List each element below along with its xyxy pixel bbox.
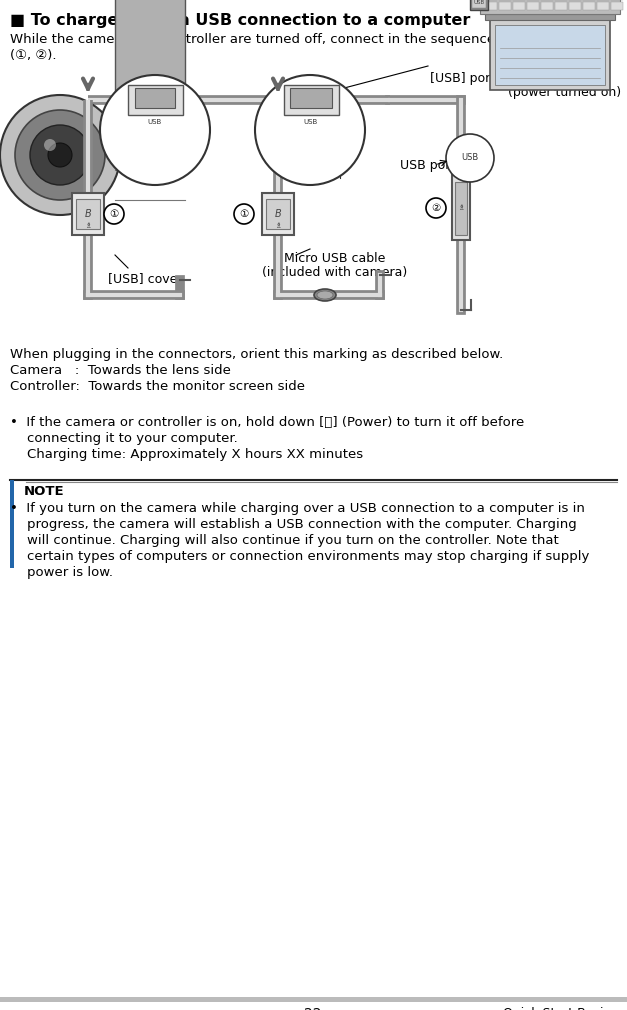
Text: will continue. Charging will also continue if you turn on the controller. Note t: will continue. Charging will also contin… bbox=[10, 534, 559, 547]
Bar bbox=[452, 175, 470, 240]
Text: power is low.: power is low. bbox=[10, 566, 113, 579]
Text: USB: USB bbox=[461, 154, 478, 163]
Text: ①: ① bbox=[109, 209, 119, 219]
Bar bbox=[72, 193, 104, 235]
Circle shape bbox=[104, 204, 124, 224]
Text: ■ To charge using a USB connection to a computer: ■ To charge using a USB connection to a … bbox=[10, 13, 470, 28]
Circle shape bbox=[48, 143, 72, 167]
Text: Controller:  Towards the monitor screen side: Controller: Towards the monitor screen s… bbox=[10, 380, 305, 393]
Text: When plugging in the connectors, orient this marking as described below.: When plugging in the connectors, orient … bbox=[10, 348, 503, 361]
Text: •  If the camera or controller is on, hold down [⏻] (Power) to turn it off befor: • If the camera or controller is on, hol… bbox=[10, 416, 524, 429]
Bar bbox=[513, 2, 525, 10]
Bar bbox=[266, 199, 290, 229]
Text: Micro USB cable: Micro USB cable bbox=[284, 252, 386, 265]
Text: (①, ②).: (①, ②). bbox=[10, 49, 56, 62]
Text: Quick Start Basics: Quick Start Basics bbox=[503, 1007, 617, 1010]
Bar bbox=[472, 0, 486, 8]
Circle shape bbox=[426, 198, 446, 218]
Text: progress, the camera will establish a USB connection with the computer. Charging: progress, the camera will establish a US… bbox=[10, 518, 577, 531]
Text: USB port: USB port bbox=[400, 159, 455, 172]
Circle shape bbox=[44, 139, 56, 152]
Bar bbox=[569, 2, 581, 10]
Text: B: B bbox=[85, 209, 92, 219]
Circle shape bbox=[30, 125, 90, 185]
Bar bbox=[597, 2, 609, 10]
Circle shape bbox=[0, 95, 120, 215]
Text: USB: USB bbox=[148, 119, 162, 125]
Bar bbox=[611, 2, 623, 10]
Text: Charging time: Approximately X hours XX minutes: Charging time: Approximately X hours XX … bbox=[10, 448, 363, 461]
Text: [USB] cover: [USB] cover bbox=[108, 272, 182, 285]
Text: [USB] port: [USB] port bbox=[430, 72, 495, 85]
Text: NOTE: NOTE bbox=[24, 485, 65, 498]
Bar bbox=[135, 88, 175, 108]
Bar bbox=[485, 14, 615, 20]
Bar bbox=[455, 182, 467, 235]
Circle shape bbox=[255, 75, 365, 185]
Bar bbox=[0, 997, 627, 1002]
Circle shape bbox=[234, 204, 254, 224]
Circle shape bbox=[15, 110, 105, 200]
Text: ②: ② bbox=[431, 203, 441, 213]
Text: ♗: ♗ bbox=[457, 203, 465, 212]
Bar bbox=[541, 2, 553, 10]
Text: B: B bbox=[275, 209, 282, 219]
Bar bbox=[485, 2, 497, 10]
Text: (power turned on): (power turned on) bbox=[508, 86, 621, 99]
Bar bbox=[583, 2, 595, 10]
Text: certain types of computers or connection environments may stop charging if suppl: certain types of computers or connection… bbox=[10, 550, 589, 563]
Circle shape bbox=[446, 134, 494, 182]
Text: 22: 22 bbox=[304, 1007, 322, 1010]
Bar bbox=[555, 2, 567, 10]
Bar bbox=[470, 0, 488, 10]
Text: Camera   :  Towards the lens side: Camera : Towards the lens side bbox=[10, 364, 231, 377]
Text: ♗: ♗ bbox=[274, 220, 282, 229]
Bar bbox=[115, 0, 185, 95]
Ellipse shape bbox=[314, 289, 336, 301]
Ellipse shape bbox=[317, 291, 333, 299]
Bar bbox=[490, 20, 610, 90]
Text: Computer: Computer bbox=[534, 72, 596, 85]
Bar bbox=[495, 25, 605, 85]
Bar bbox=[10, 480, 14, 568]
Bar bbox=[499, 2, 511, 10]
Text: While the camera and controller are turned off, connect in the sequence shown be: While the camera and controller are turn… bbox=[10, 33, 586, 46]
Text: USB: USB bbox=[303, 119, 317, 125]
Bar bbox=[290, 88, 332, 108]
Text: ①: ① bbox=[240, 209, 249, 219]
Bar bbox=[76, 199, 100, 229]
Bar bbox=[284, 85, 339, 115]
Bar bbox=[262, 193, 294, 235]
Text: (included with camera): (included with camera) bbox=[262, 266, 408, 279]
Text: USB: USB bbox=[473, 0, 485, 5]
Text: •  If you turn on the camera while charging over a USB connection to a computer : • If you turn on the camera while chargi… bbox=[10, 502, 585, 515]
Bar bbox=[128, 85, 183, 115]
Text: connecting it to your computer.: connecting it to your computer. bbox=[10, 432, 238, 445]
Bar bbox=[527, 2, 539, 10]
Text: ♗: ♗ bbox=[84, 220, 92, 229]
Circle shape bbox=[100, 75, 210, 185]
Bar bbox=[480, 0, 620, 14]
